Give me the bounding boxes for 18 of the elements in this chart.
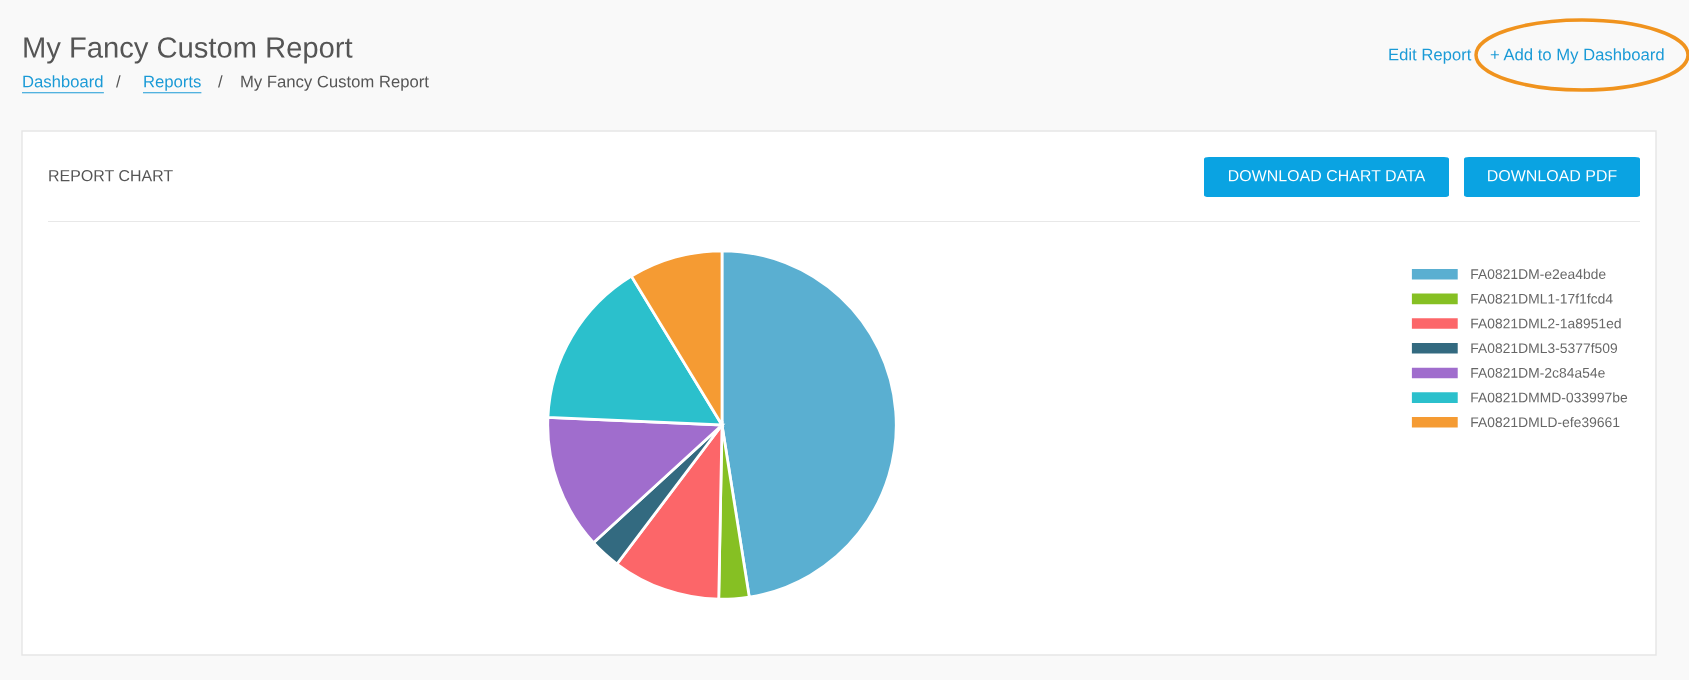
text: REPORT CHART — [49, 169, 173, 182]
text: + Add to My Dashboard — [1490, 48, 1664, 64]
legend-label: FA0821DM-e2ea4bde — [1471, 268, 1606, 280]
legend-label: FA0821DML1-17f1fcd4 — [1471, 293, 1613, 304]
legend-label: FA0821DML3-5377f509 — [1471, 342, 1618, 354]
text: Dashboard — [23, 75, 103, 88]
text: DOWNLOAD CHART DATA — [1228, 169, 1426, 182]
text: Edit Report — [1389, 48, 1472, 64]
legend-label: FA0821DML2-1a8951ed — [1471, 318, 1621, 329]
text: / — [116, 75, 121, 88]
legend-label: FA0821DMMD-033997be — [1471, 392, 1628, 403]
text: DOWNLOAD PDF — [1488, 169, 1617, 182]
text: My Fancy Custom Report — [241, 75, 429, 91]
legend-label: FA0821DM-2c84a54e — [1471, 367, 1605, 378]
legend-label: FA0821DMLD-efe39661 — [1471, 416, 1620, 428]
text: Reports — [144, 75, 201, 91]
text: My Fancy Custom Report — [24, 37, 353, 64]
text: / — [218, 75, 223, 88]
